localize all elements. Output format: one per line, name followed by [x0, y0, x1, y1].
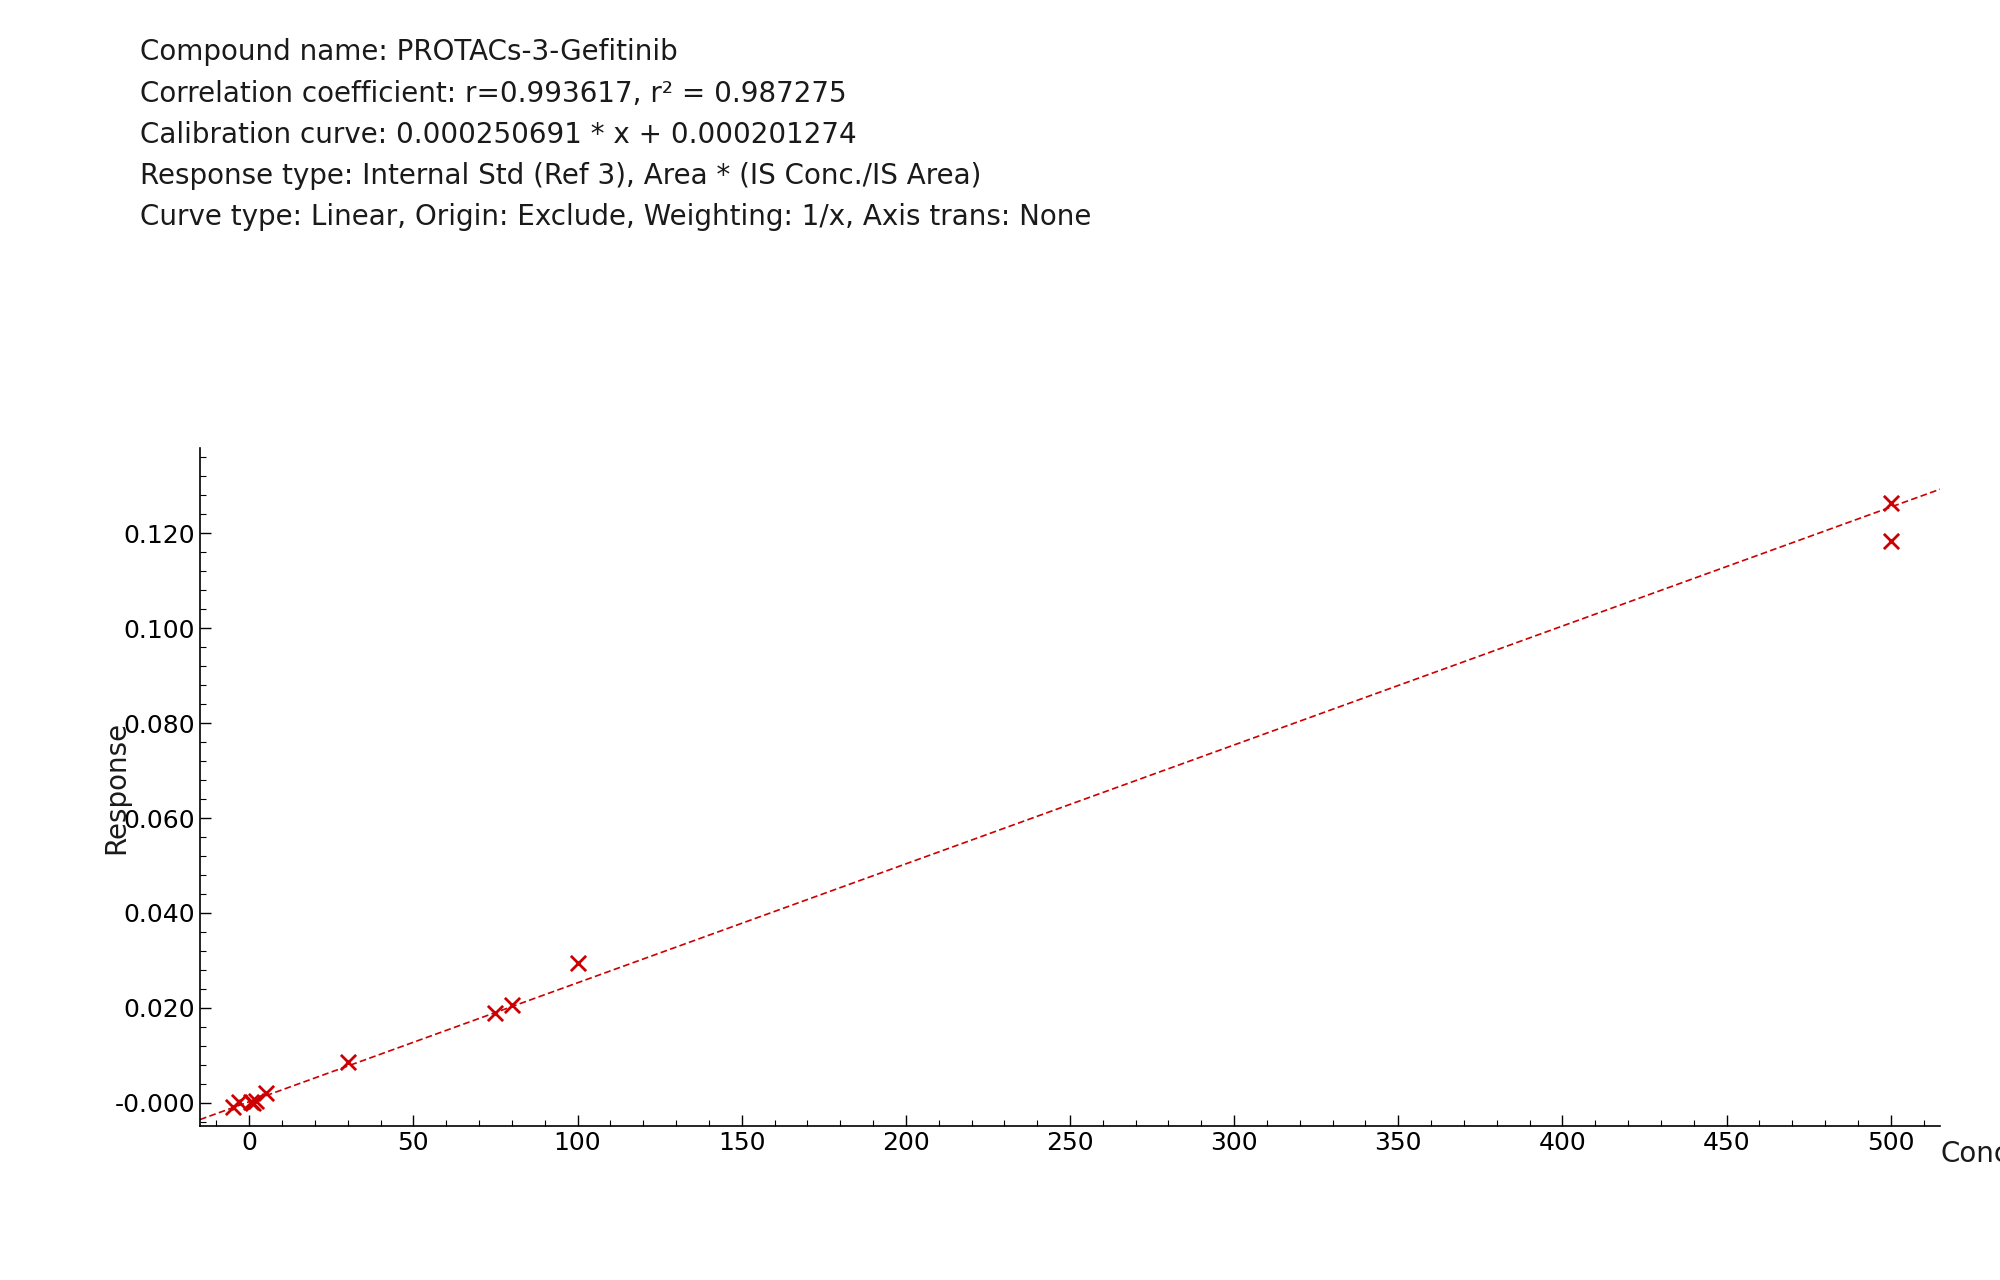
- Point: [562, 952, 594, 973]
- Point: [234, 1092, 266, 1112]
- Point: [1874, 493, 1906, 513]
- Point: [250, 1083, 282, 1103]
- Text: Compound name: PROTACs-3-Gefitinib
Correlation coefficient: r=0.993617, r² = 0.9: Compound name: PROTACs-3-Gefitinib Corre…: [140, 38, 1092, 232]
- Point: [496, 995, 528, 1015]
- Point: [240, 1091, 272, 1111]
- Point: [224, 1092, 256, 1112]
- Point: [332, 1052, 364, 1073]
- Point: [216, 1097, 248, 1117]
- Point: [1874, 530, 1906, 550]
- Point: [236, 1092, 268, 1112]
- X-axis label: Conc: Conc: [1940, 1140, 2000, 1167]
- Y-axis label: Response: Response: [102, 721, 130, 854]
- Point: [480, 1002, 512, 1023]
